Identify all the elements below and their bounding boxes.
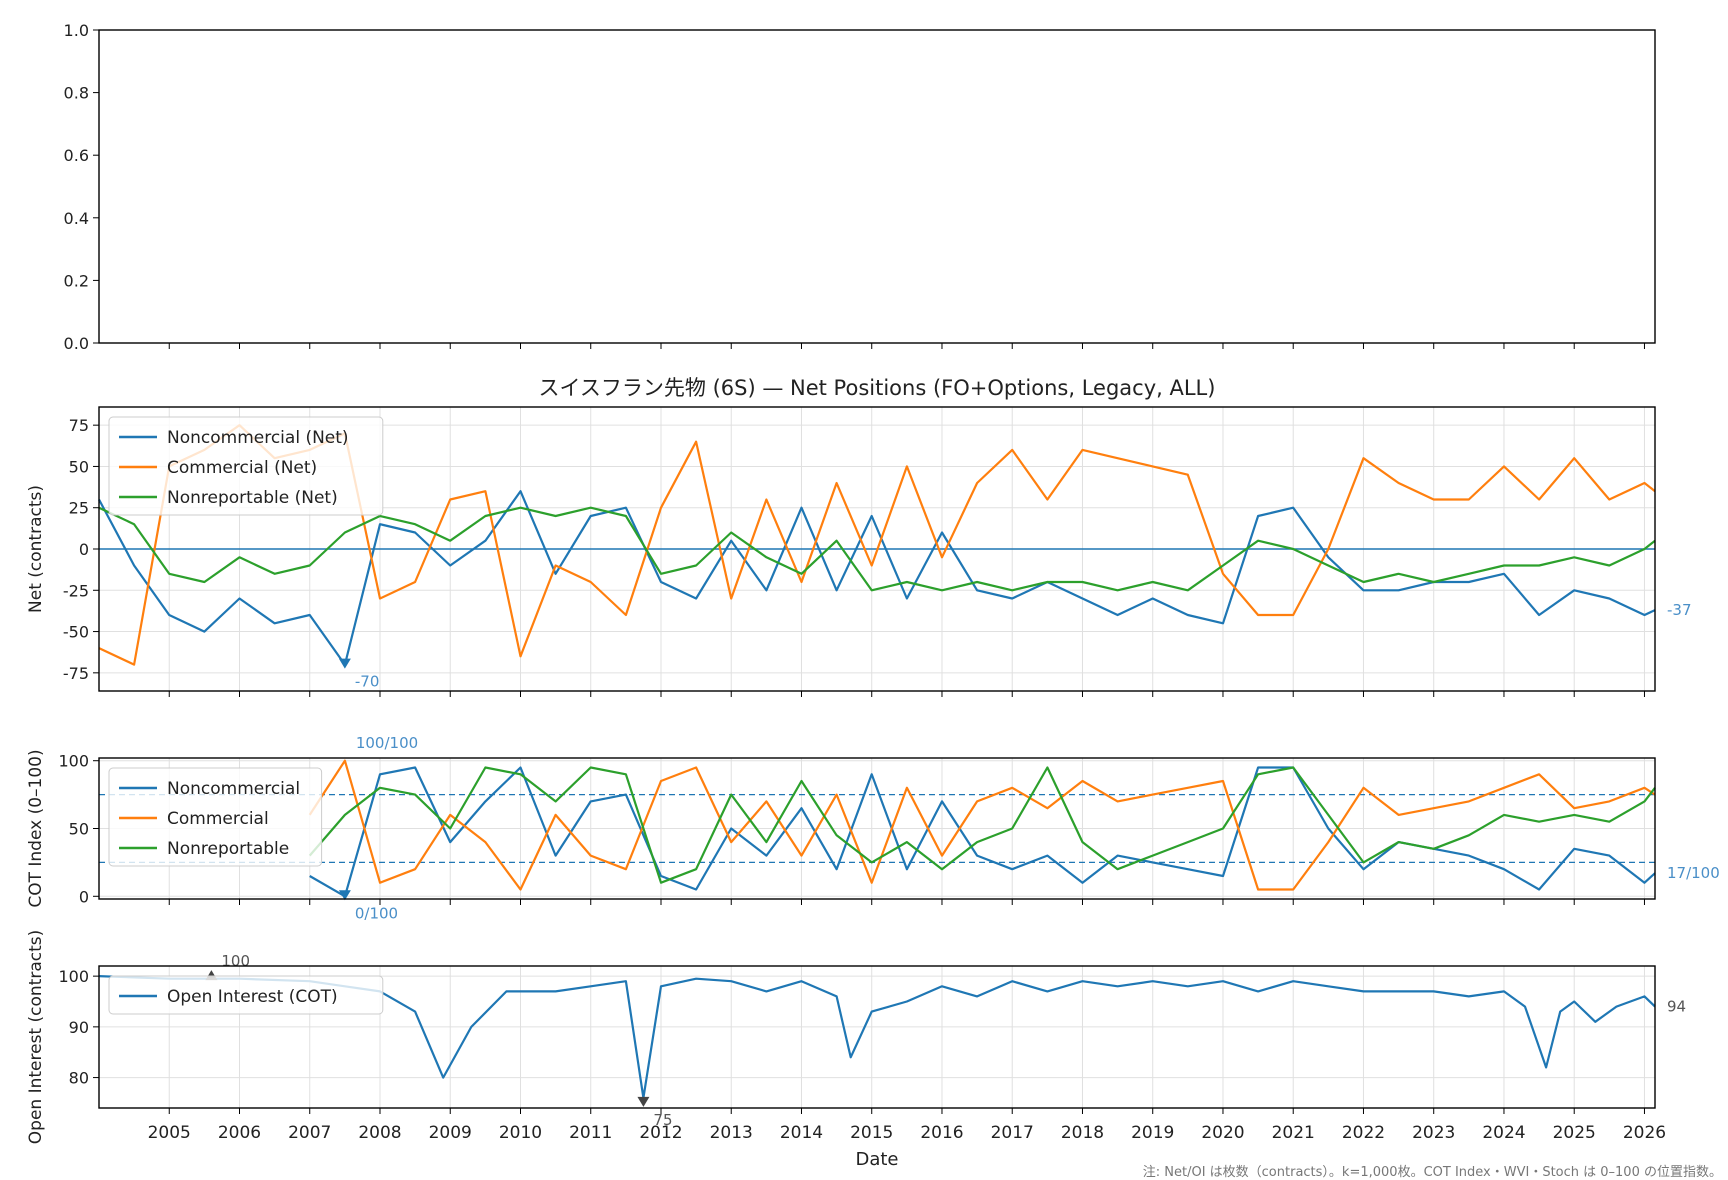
- cot-index-panel: 0 50 100 100/100 0/100 17/100 COT Index (0–10…: [26, 734, 1720, 922]
- oi-ylabel: Open Interest (contracts): [26, 930, 46, 1144]
- x-axis-label: Date: [855, 1149, 898, 1170]
- x-year-label: 2023: [1412, 1123, 1455, 1143]
- legend-label: Nonreportable: [167, 839, 289, 859]
- series-line-nonreportable-net: [98, 506, 1656, 592]
- legend-label: Nonreportable (Net): [167, 488, 338, 508]
- empty-panel: 0.0 0.2 0.4 0.6 0.8 1.0: [64, 21, 1656, 353]
- y-tick-label: 0: [79, 540, 89, 559]
- y-tick-label: 0.8: [64, 84, 89, 103]
- x-year-label: 2024: [1482, 1123, 1525, 1143]
- legend-box: [108, 416, 384, 516]
- annotation-marker: [338, 658, 351, 669]
- x-year-label: 2007: [288, 1123, 331, 1143]
- x-year-label: 2017: [991, 1123, 1034, 1143]
- y-tick-label: 100: [58, 752, 89, 771]
- x-year-label: 2016: [920, 1123, 963, 1143]
- net-chart-title: スイスフラン先物 (6S) — Net Positions (FO+Option…: [539, 376, 1216, 400]
- legend-box: [108, 767, 323, 867]
- y-tick-label: 0.6: [64, 146, 89, 165]
- y-tick-label: 50: [69, 820, 89, 839]
- footnote: 注: Net/OI は枚数（contracts）。k=1,000枚。COT In…: [1143, 1165, 1722, 1180]
- y-tick-label: -75: [63, 664, 89, 683]
- y-tick-label: 100: [58, 967, 89, 986]
- y-tick-label: 50: [69, 457, 89, 476]
- x-year-label: 2022: [1342, 1123, 1385, 1143]
- annotation-label: 0/100: [355, 904, 398, 922]
- series-line-noncommercial-net: [98, 490, 1656, 666]
- annotation-label: -70: [355, 673, 380, 691]
- cot-ylabel: COT Index (0–100): [26, 749, 46, 907]
- x-year-label: 2014: [780, 1123, 823, 1143]
- series-line-open-interest-cot: [98, 975, 1656, 1100]
- y-tick-label: 90: [69, 1018, 89, 1037]
- y-tick-label: 0.2: [64, 271, 89, 290]
- x-year-label: 2005: [148, 1123, 191, 1143]
- x-year-label: 2013: [710, 1123, 753, 1143]
- annotation-label: 17/100: [1667, 864, 1720, 882]
- cot-panel-frame: [98, 757, 1656, 900]
- legend-box: [108, 975, 384, 1015]
- annotation-label: 100: [221, 952, 250, 970]
- legend-label: Noncommercial: [167, 779, 300, 799]
- series-line-nonreportable: [308, 766, 1656, 884]
- x-year-label: 2011: [569, 1123, 612, 1143]
- annotation-label: 100/100: [356, 734, 418, 752]
- x-year-label: 2019: [1131, 1123, 1174, 1143]
- y-tick-label: 0: [79, 887, 89, 906]
- annotation-label: 75: [653, 1111, 672, 1129]
- annotation-label: 94: [1667, 998, 1686, 1016]
- annotation-marker: [637, 1096, 650, 1107]
- x-year-label: 2006: [218, 1123, 261, 1143]
- x-year-label: 2012: [639, 1123, 682, 1143]
- net-panel-frame: [98, 406, 1656, 692]
- y-tick-label: 0.0: [64, 334, 89, 353]
- legend-label: Commercial (Net): [167, 458, 317, 478]
- net-positions-panel: スイスフラン先物 (6S) — Net Positions (FO+Option…: [26, 376, 1692, 697]
- x-year-label: 2009: [429, 1123, 472, 1143]
- y-tick-label: -25: [63, 581, 89, 600]
- series-line-commercial-net: [98, 424, 1656, 666]
- y-tick-label: -50: [63, 623, 89, 642]
- x-year-label: 2026: [1623, 1123, 1666, 1143]
- legend-label: Open Interest (COT): [167, 987, 338, 1007]
- y-tick-label: 0.4: [64, 209, 89, 228]
- y-tick-label: 75: [69, 416, 89, 435]
- series-line-commercial: [308, 759, 1656, 891]
- annotation-marker: [338, 890, 351, 901]
- x-year-label: 2010: [499, 1123, 542, 1143]
- x-year-label: 2025: [1553, 1123, 1596, 1143]
- x-year-label: 2020: [1201, 1123, 1244, 1143]
- x-year-label: 2021: [1272, 1123, 1315, 1143]
- annotation-label: -37: [1667, 601, 1692, 619]
- series-line-noncommercial: [309, 766, 1656, 898]
- net-ylabel: Net (contracts): [26, 485, 46, 613]
- x-year-label: 2018: [1061, 1123, 1104, 1143]
- y-tick-label: 1.0: [64, 21, 89, 40]
- x-axis-year-labels: 2005 2006 2007 2008 2009 2010 2011 2012 2013 2014…: [148, 1123, 1666, 1143]
- legend-label: Commercial: [167, 809, 269, 829]
- x-year-label: 2008: [358, 1123, 401, 1143]
- oi-panel-frame: [98, 965, 1656, 1109]
- y-tick-label: 80: [69, 1069, 89, 1088]
- net-legend: Noncommercial (Net) Commercial (Net) Nonre…: [108, 416, 384, 516]
- legend-label: Noncommercial (Net): [167, 428, 349, 448]
- empty-panel-frame: [98, 29, 1656, 344]
- open-interest-panel: 80 90 100 100 75 94 Open Interest (contracts)…: [26, 930, 1686, 1144]
- y-tick-label: 25: [69, 499, 89, 518]
- x-year-label: 2015: [850, 1123, 893, 1143]
- cot-legend: Noncommercial Commercial Nonreportable: [108, 767, 323, 867]
- oi-legend: Open Interest (COT): [108, 975, 384, 1015]
